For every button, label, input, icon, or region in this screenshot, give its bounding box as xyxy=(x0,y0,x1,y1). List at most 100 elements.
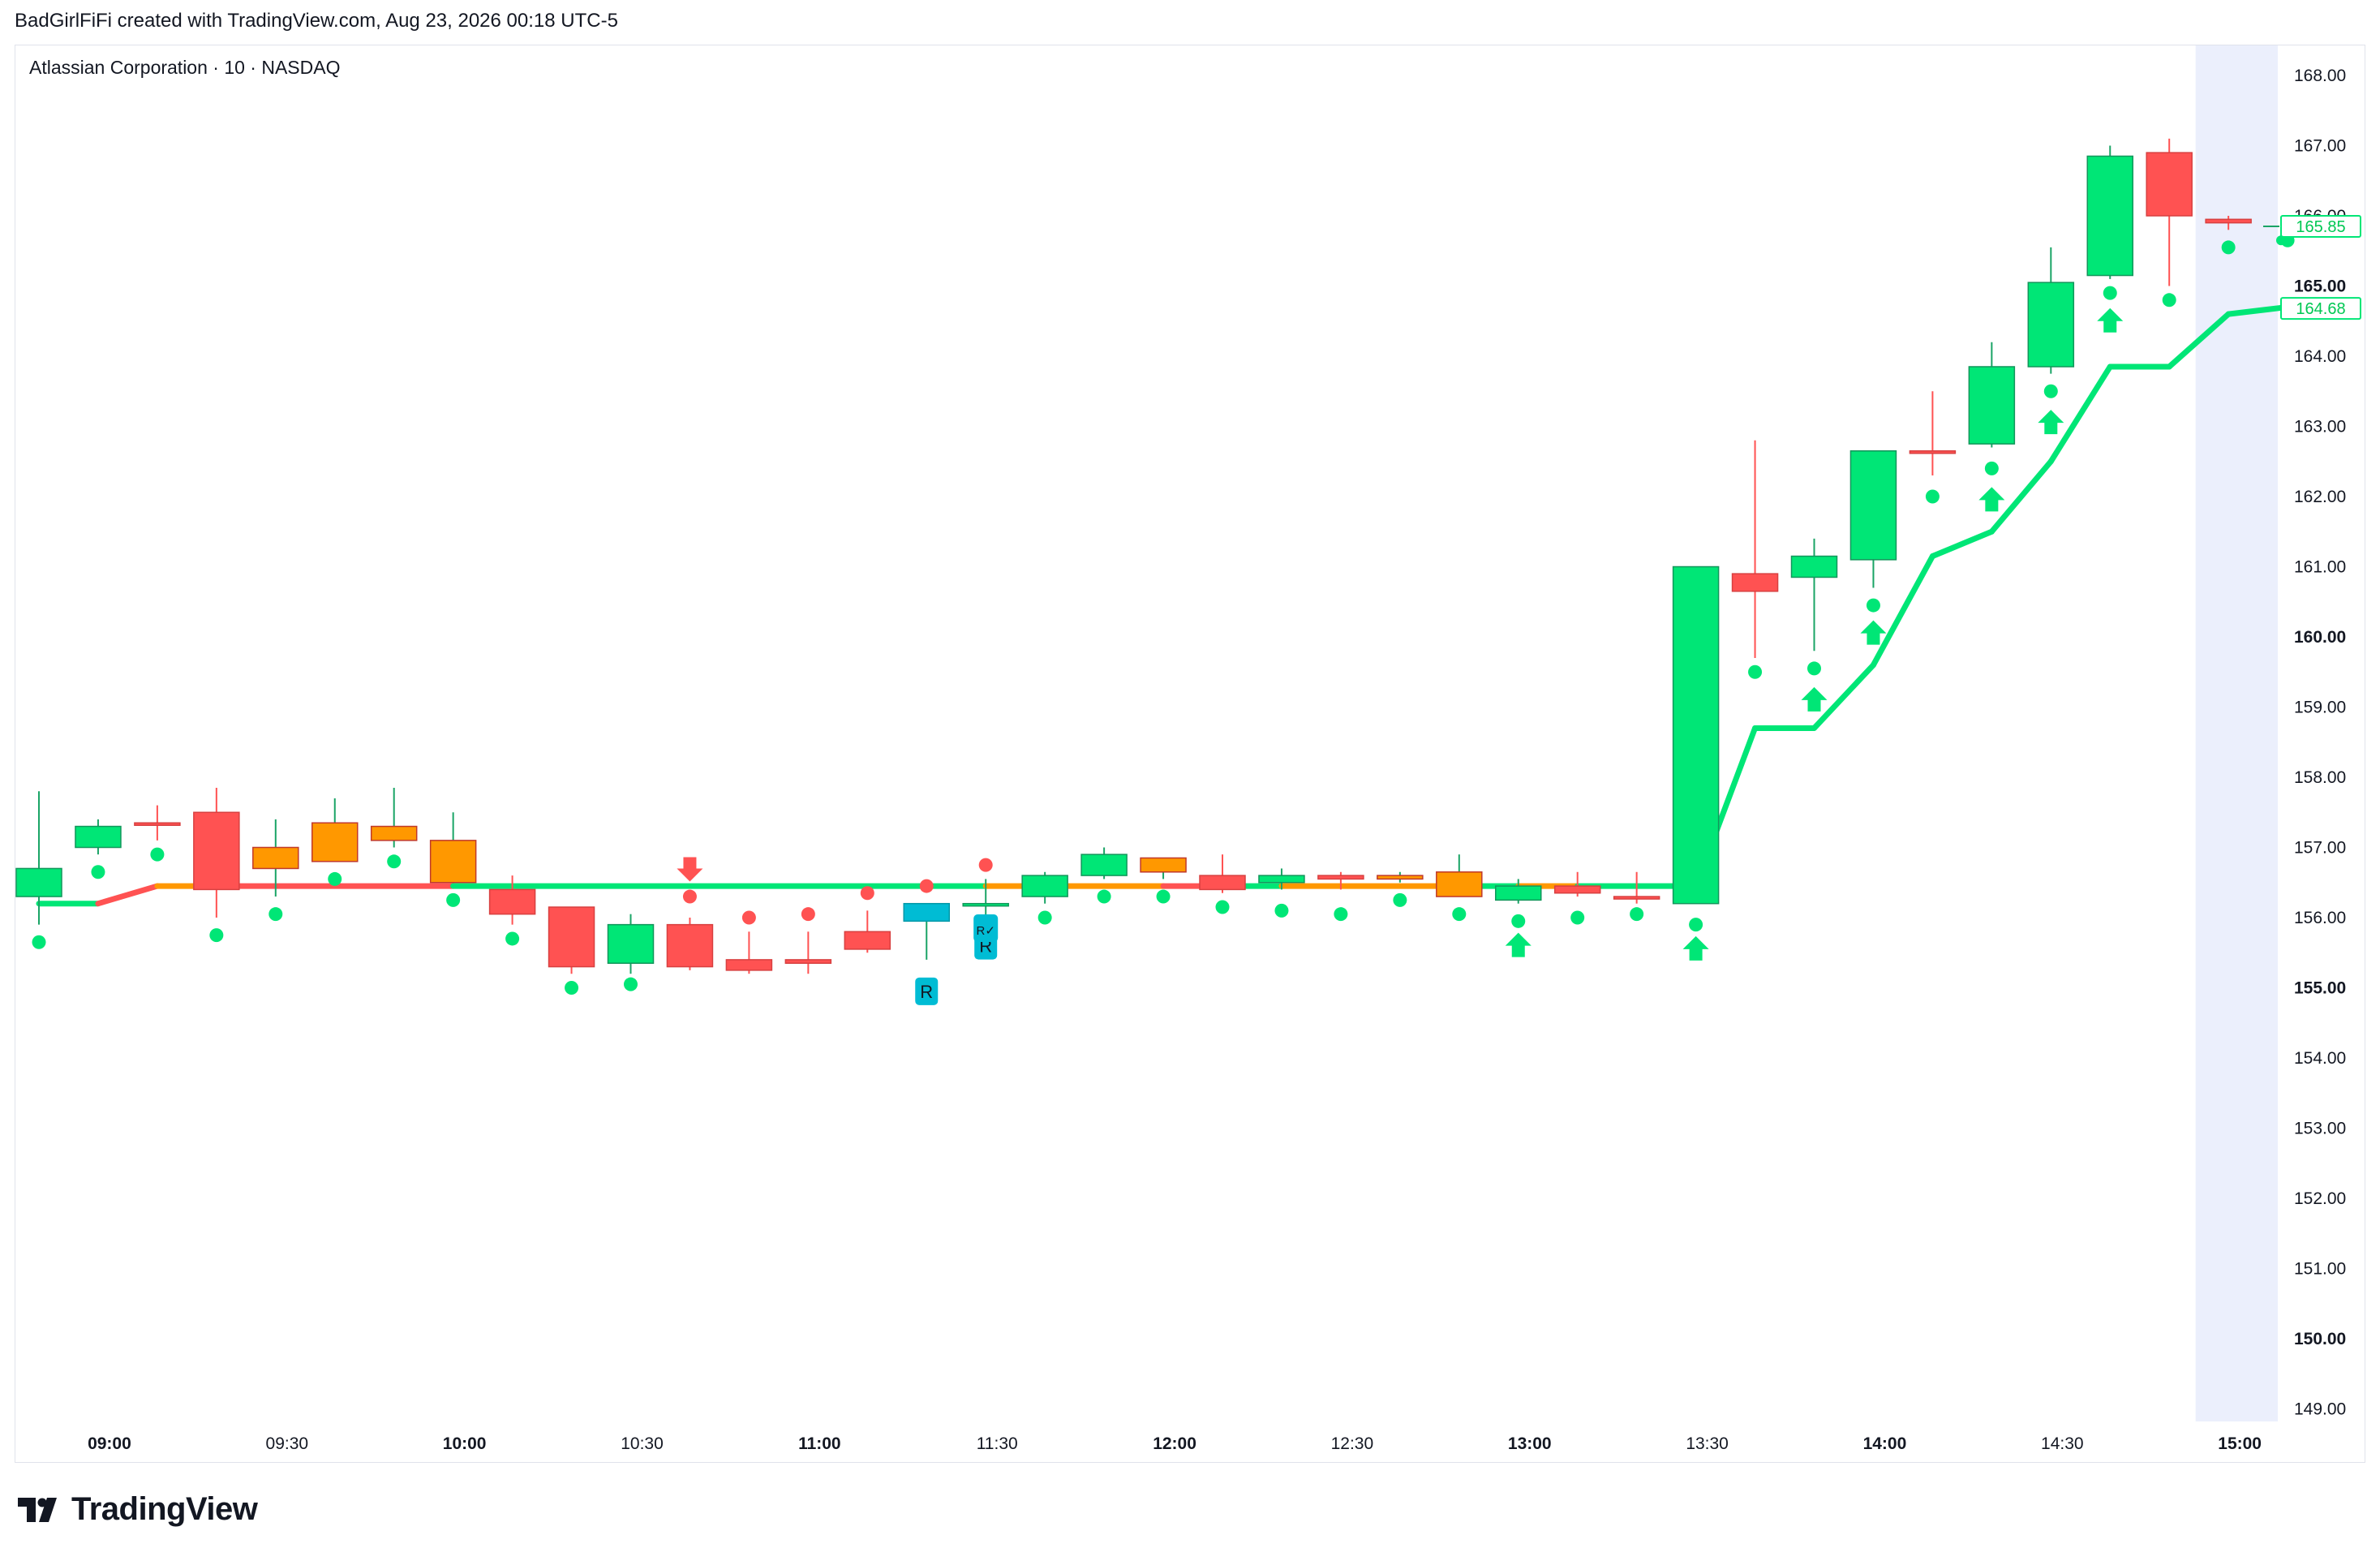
price-tick-label: 155.00 xyxy=(2294,979,2346,998)
signal-arrows-layer xyxy=(677,307,2124,961)
signal-label-box xyxy=(973,914,999,942)
chart-frame xyxy=(15,45,2365,1463)
candle-body xyxy=(844,931,891,950)
candle-body xyxy=(75,825,122,849)
time-axis: 09:00 09:30 10:00 10:30 11:00 11:30 12:00 12:30… xyxy=(88,1434,2262,1453)
candle xyxy=(134,805,181,841)
price-tick-label: 157.00 xyxy=(2294,839,2346,858)
price-tick-label: 158.00 xyxy=(2294,768,2346,787)
candle-body xyxy=(725,959,773,971)
candle xyxy=(1731,440,1779,658)
signal-dot xyxy=(1037,910,1052,925)
signal-dot xyxy=(1393,892,1407,907)
signal-dot xyxy=(1334,907,1348,922)
candle-body xyxy=(903,902,950,922)
candle xyxy=(1258,868,1305,890)
candle-body xyxy=(1790,555,1838,578)
time-tick-label: 12:30 xyxy=(1331,1434,1374,1453)
signal-dot xyxy=(1984,461,1999,475)
candles-layer xyxy=(15,138,2252,974)
candle xyxy=(75,819,122,855)
trail-line-segment xyxy=(2047,363,2113,465)
highlight-band-rect xyxy=(2195,45,2278,1421)
candle-body xyxy=(311,822,359,862)
price-axis: 168.00167.00166.00165.00164.00163.00162.… xyxy=(2294,67,2346,1419)
candle xyxy=(2146,138,2193,286)
signal-dot xyxy=(387,854,402,869)
price-tick-label: 167.00 xyxy=(2294,137,2346,156)
signal-dot xyxy=(150,847,165,862)
signal-dot xyxy=(2043,384,2058,398)
signal-label-box xyxy=(915,977,939,1005)
signal-dot xyxy=(1689,918,1703,932)
price-tick-label: 165.00 xyxy=(2294,277,2346,296)
candle-body xyxy=(1021,875,1068,897)
candle-body xyxy=(607,923,655,964)
candle xyxy=(1495,879,1542,904)
candle-body xyxy=(1613,896,1660,900)
signal-labels-layer: RRR✓ xyxy=(915,914,999,1005)
candle xyxy=(844,910,891,953)
price-tick-label: 153.00 xyxy=(2294,1120,2346,1138)
time-tick-label: 09:00 xyxy=(88,1434,131,1453)
candle xyxy=(1377,871,1424,883)
candle xyxy=(1849,450,1897,588)
candle-body xyxy=(193,811,240,891)
time-tick-label: 09:30 xyxy=(266,1434,309,1453)
price-tag: 165.85 xyxy=(2280,214,2361,238)
candle xyxy=(1021,871,1068,904)
candle xyxy=(784,931,832,974)
candle-body xyxy=(488,888,536,915)
candle xyxy=(252,819,299,897)
candle xyxy=(607,914,655,974)
arrow-up-icon xyxy=(1801,686,1828,712)
price-tick-label: 164.00 xyxy=(2294,347,2346,366)
candle xyxy=(429,812,477,884)
time-tick-label: 12:00 xyxy=(1153,1434,1196,1453)
candle-body xyxy=(548,906,595,968)
candle xyxy=(1553,871,1601,897)
price-tick-label: 159.00 xyxy=(2294,699,2346,717)
candle xyxy=(488,875,536,925)
price-tags-layer: 165.85 164.68 xyxy=(2263,214,2361,320)
candle-body xyxy=(1199,875,1246,891)
signal-dot xyxy=(2221,240,2236,255)
candle xyxy=(1790,538,1838,651)
candle xyxy=(15,791,62,925)
candle-body xyxy=(1317,875,1364,880)
price-tick-label: 154.00 xyxy=(2294,1049,2346,1068)
trail-line-segment xyxy=(2225,303,2291,317)
tradingview-logo-icon xyxy=(18,1497,57,1522)
arrow-up-icon xyxy=(1505,932,1532,957)
trail-line-segment xyxy=(2166,311,2232,370)
signal-dot xyxy=(1215,900,1230,914)
candle xyxy=(666,918,714,970)
candle-body xyxy=(666,923,714,968)
candle xyxy=(725,931,773,974)
time-tick-label: 13:30 xyxy=(1686,1434,1729,1453)
candle xyxy=(311,798,359,862)
price-tick-label: 161.00 xyxy=(2294,558,2346,577)
session-highlight-band xyxy=(2195,45,2278,1421)
candle xyxy=(1317,871,1364,890)
signal-dot xyxy=(978,858,993,872)
candle-body xyxy=(1968,366,2016,445)
candle xyxy=(1436,854,1483,897)
symbol-title[interactable]: Atlassian Corporation · 10 · NASDAQ xyxy=(29,57,341,78)
tradingview-logo[interactable]: TradingView xyxy=(18,1491,258,1528)
arrow-up-icon xyxy=(2097,307,2124,333)
candle xyxy=(903,902,950,960)
candle xyxy=(370,787,418,848)
tradingview-logo-text: TradingView xyxy=(71,1491,258,1527)
candle-body xyxy=(1731,573,1779,592)
signal-dot xyxy=(91,865,105,879)
trailing-stop-line xyxy=(36,303,2291,907)
price-tick-label: 160.00 xyxy=(2294,628,2346,647)
candle xyxy=(2086,145,2133,279)
signal-dot xyxy=(919,879,934,893)
arrow-up-icon xyxy=(1978,487,2005,512)
signal-label-text: R xyxy=(920,982,933,1002)
candle-body xyxy=(252,846,299,870)
candle-body xyxy=(1553,885,1601,894)
